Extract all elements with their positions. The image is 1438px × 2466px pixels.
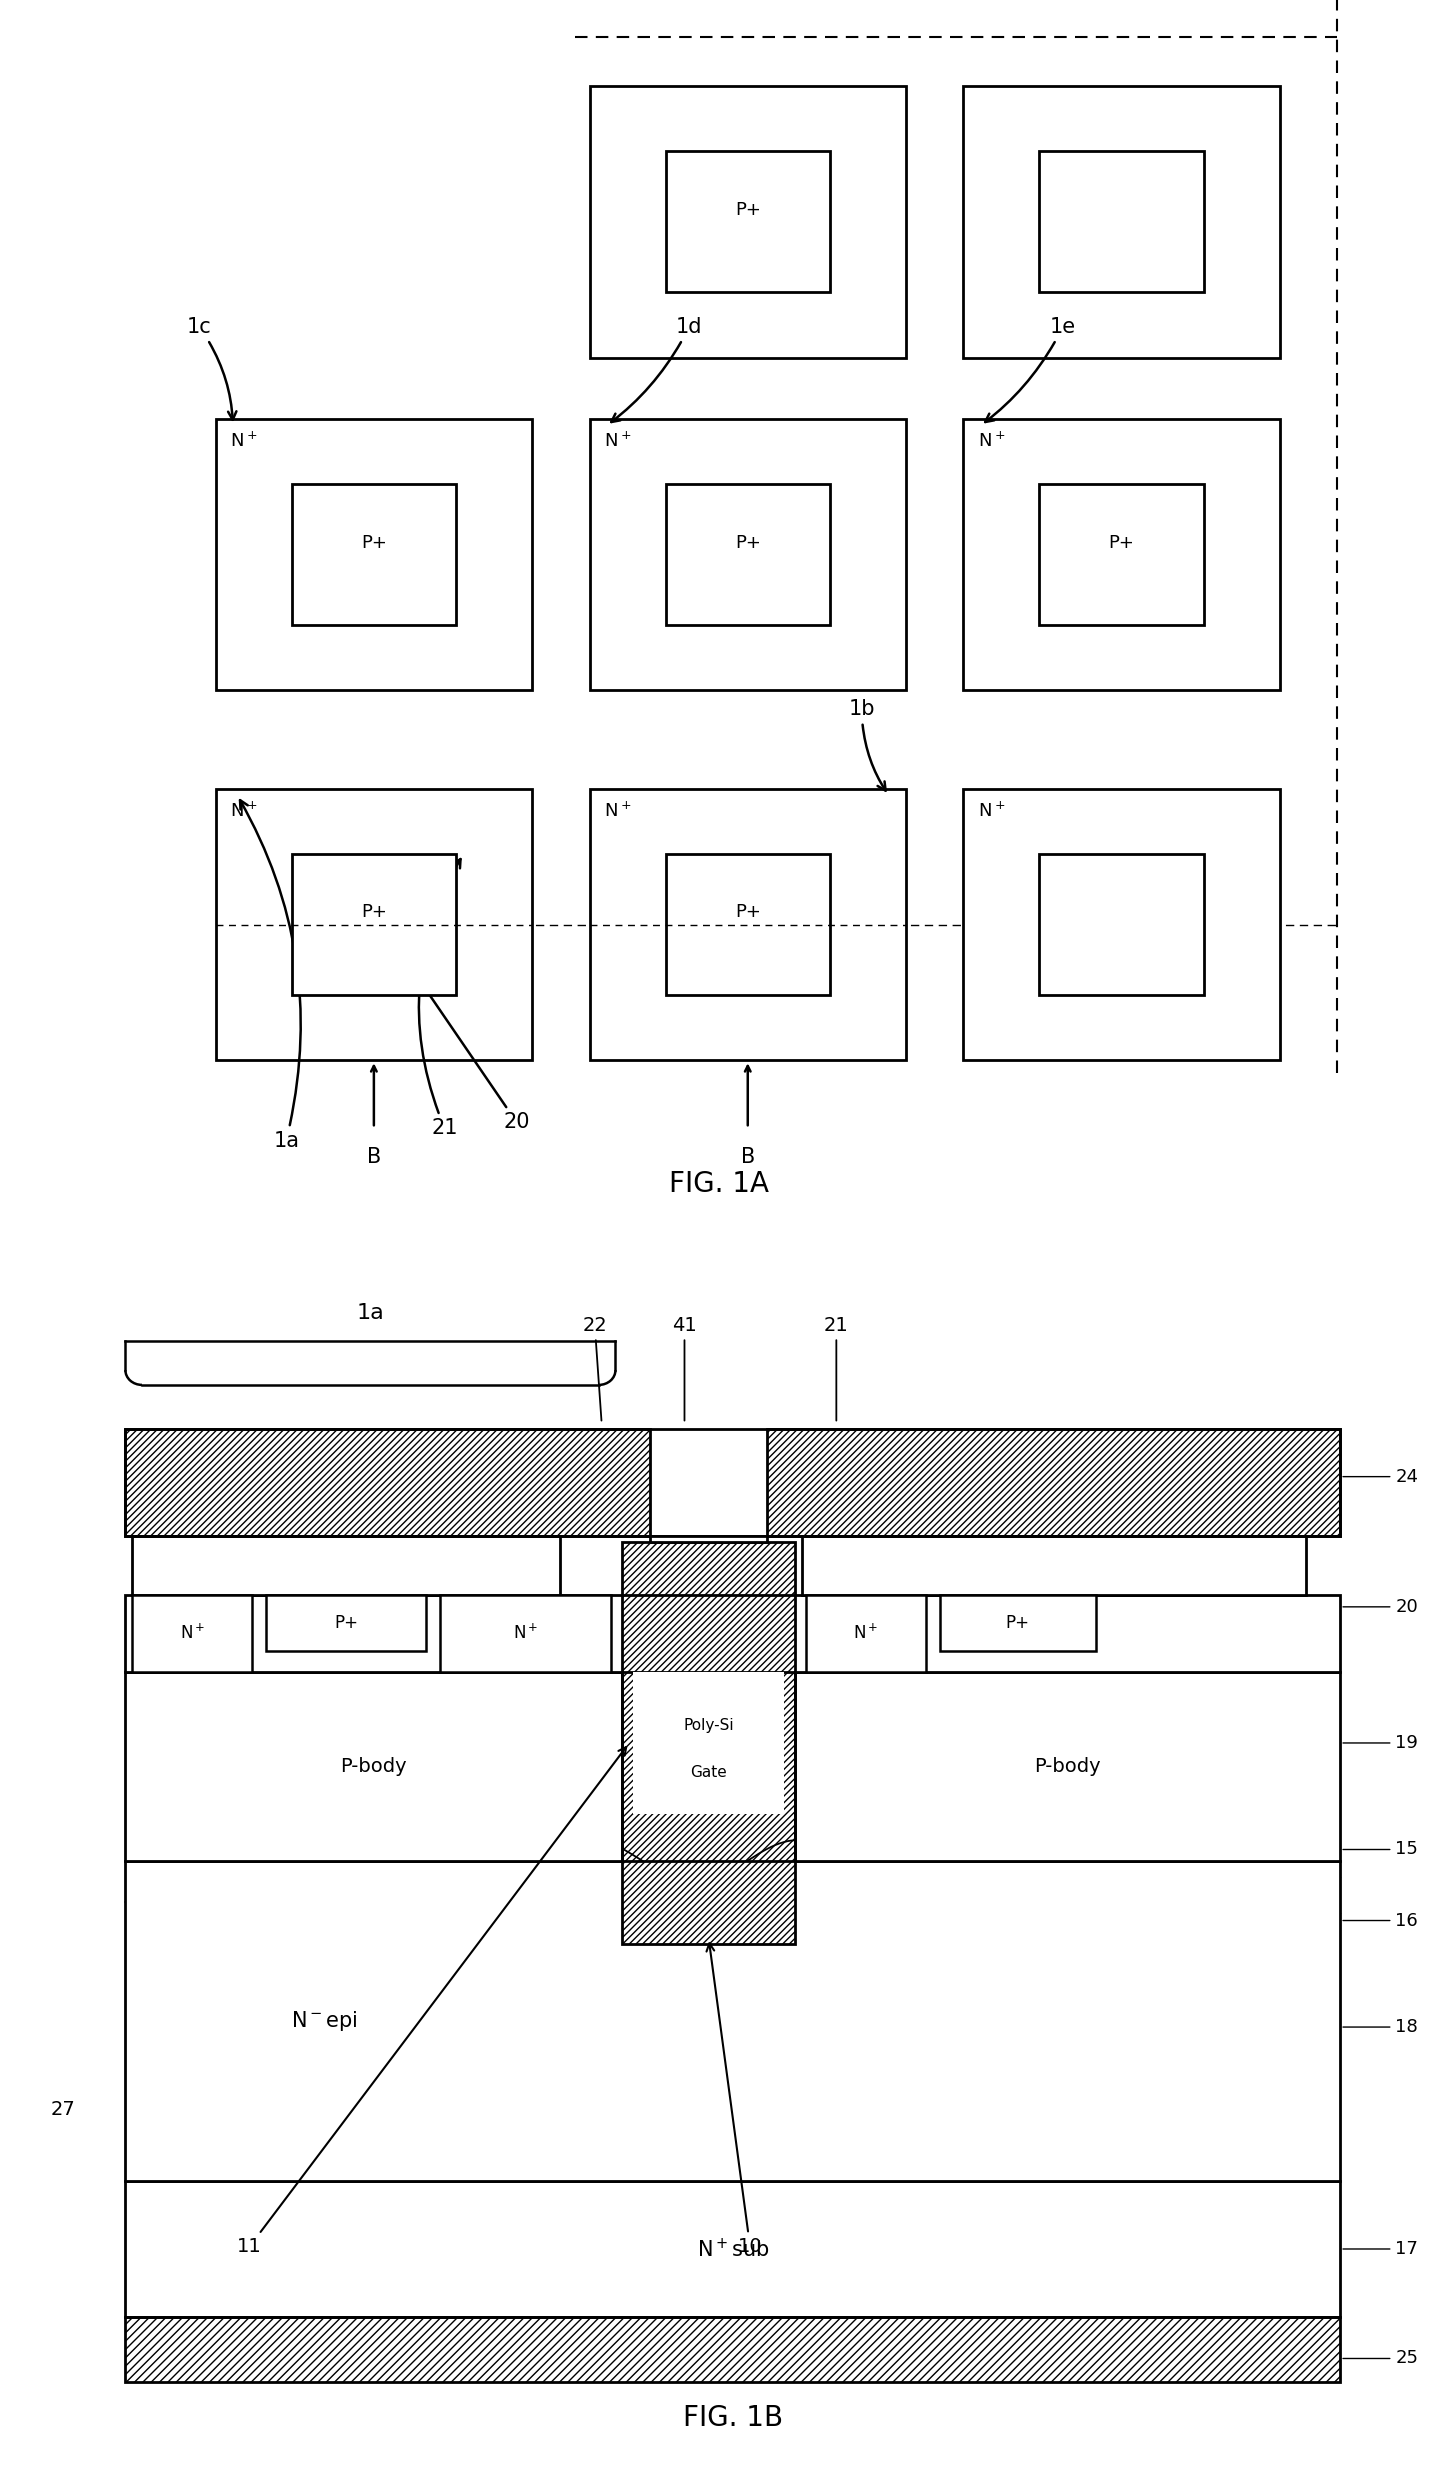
Text: N$^+$: N$^+$ [604, 801, 631, 821]
Text: P+: P+ [361, 903, 387, 922]
Text: 1e: 1e [985, 318, 1076, 422]
Text: N$^+$: N$^+$ [230, 801, 257, 821]
Bar [768, 1430, 1340, 1536]
Bar [125, 1430, 1340, 1536]
Bar [125, 1430, 650, 1536]
Text: P+: P+ [735, 200, 761, 219]
Bar [590, 789, 906, 1060]
Text: FIG. 1B: FIG. 1B [683, 2404, 782, 2431]
Bar [1040, 483, 1204, 626]
Text: 22: 22 [582, 1314, 607, 1420]
Bar [292, 853, 456, 996]
Text: N$^+$: N$^+$ [604, 432, 631, 451]
Text: N$^+$: N$^+$ [180, 1623, 206, 1642]
Bar [666, 853, 830, 996]
Text: FIG. 1A: FIG. 1A [669, 1169, 769, 1198]
Text: 1d: 1d [611, 318, 702, 422]
Bar [125, 1672, 623, 1862]
Text: 16: 16 [1343, 1911, 1418, 1928]
Bar [590, 419, 906, 690]
Text: N$^+$: N$^+$ [978, 432, 1005, 451]
Text: P+: P+ [334, 1613, 358, 1632]
Text: N$^+$: N$^+$ [230, 432, 257, 451]
Text: P+: P+ [1005, 1613, 1030, 1632]
Bar [940, 1596, 1096, 1650]
Bar [666, 150, 830, 293]
Text: B: B [741, 1147, 755, 1166]
Text: 20: 20 [406, 959, 529, 1132]
Bar [125, 1430, 650, 1536]
Text: N$^+$: N$^+$ [978, 801, 1005, 821]
Text: 17: 17 [1343, 2239, 1418, 2259]
Bar [805, 1596, 926, 1672]
Bar [216, 419, 532, 690]
Bar [623, 1541, 795, 1943]
Text: P-body: P-body [1034, 1758, 1102, 1776]
Text: 20: 20 [1343, 1598, 1418, 1615]
Text: 1a: 1a [357, 1302, 384, 1322]
Text: P+: P+ [1109, 533, 1135, 552]
Text: 41: 41 [672, 1314, 697, 1420]
Text: P+: P+ [361, 533, 387, 552]
Bar [802, 1536, 1306, 1596]
Text: N$^+$: N$^+$ [853, 1623, 879, 1642]
Text: 1b: 1b [848, 700, 886, 792]
Text: 1a: 1a [240, 799, 301, 1152]
Bar [633, 1672, 784, 1815]
Text: N$^+$: N$^+$ [513, 1623, 538, 1642]
Bar [590, 86, 906, 358]
Bar [963, 86, 1280, 358]
Text: 21: 21 [418, 858, 460, 1139]
Text: 11: 11 [237, 1746, 626, 2256]
Bar [132, 1536, 561, 1596]
Bar [125, 1862, 1340, 2180]
Text: 15: 15 [1343, 1840, 1418, 1859]
Text: 10: 10 [706, 1943, 762, 2256]
Bar [266, 1596, 426, 1650]
Text: N$^+$sub: N$^+$sub [696, 2237, 769, 2261]
Bar [1040, 150, 1204, 293]
Text: 24: 24 [1343, 1467, 1418, 1485]
Bar [623, 1541, 795, 1943]
Bar [650, 1536, 768, 1541]
Text: P-body: P-body [341, 1758, 407, 1776]
Text: 1c: 1c [187, 318, 236, 419]
Bar [125, 1596, 1340, 1672]
Bar [125, 2318, 1340, 2382]
Bar [768, 1430, 1340, 1536]
Text: P+: P+ [735, 903, 761, 922]
Bar [125, 2318, 1340, 2382]
Bar [795, 1672, 1340, 1862]
Text: 21: 21 [824, 1314, 848, 1420]
Bar [963, 789, 1280, 1060]
Text: Poly-Si: Poly-Si [683, 1719, 733, 1734]
Bar [440, 1596, 611, 1672]
Text: N$^-$epi: N$^-$epi [290, 2010, 358, 2032]
Bar [292, 483, 456, 626]
Bar [666, 483, 830, 626]
Bar [132, 1596, 253, 1672]
Text: B: B [367, 1147, 381, 1166]
Bar [216, 789, 532, 1060]
Bar [125, 2180, 1340, 2318]
Bar [963, 419, 1280, 690]
Bar [1040, 853, 1204, 996]
Text: P+: P+ [735, 533, 761, 552]
Text: 18: 18 [1343, 2017, 1418, 2037]
Text: 27: 27 [50, 2101, 76, 2118]
Text: 25: 25 [1343, 2350, 1418, 2367]
Text: Gate: Gate [690, 1766, 728, 1780]
Text: 19: 19 [1343, 1734, 1418, 1751]
